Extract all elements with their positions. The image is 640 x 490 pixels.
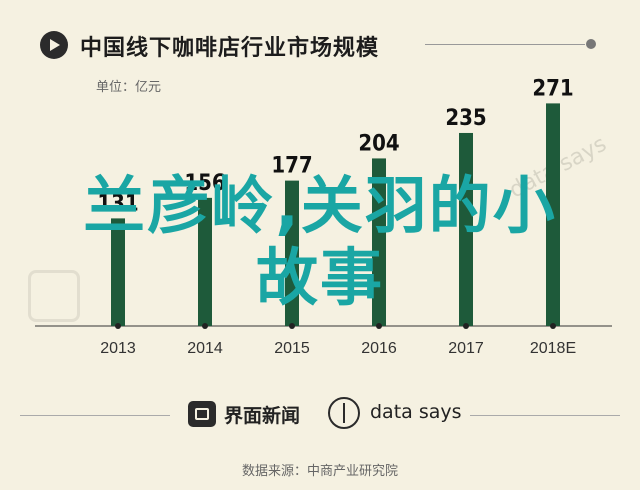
watermark-logo-icon	[28, 270, 80, 322]
bar-2014	[198, 197, 212, 326]
x-tick-label-2018E: 2018E	[530, 340, 576, 357]
source-note: 数据来源：中商产业研究院	[241, 464, 398, 479]
tick-dot-2018E	[550, 323, 556, 329]
x-tick-label-2016: 2016	[361, 340, 397, 357]
jiemian-logo-icon	[188, 401, 216, 427]
datasays-logo-icon	[328, 397, 360, 429]
value-label-2017: 235	[445, 106, 486, 131]
value-label-2016: 204	[358, 131, 399, 156]
value-label-2018E: 271	[532, 76, 573, 101]
value-label-2014: 156	[184, 171, 225, 196]
header-end-dot	[586, 39, 596, 49]
x-tick-label-2015: 2015	[274, 340, 310, 357]
overlay-caption: 兰彦岭,关羽的小 故事	[0, 170, 640, 314]
unit-label: 单位：亿元	[96, 80, 162, 95]
value-label-2015: 177	[271, 154, 312, 179]
bar-chart: 131 2013 156 2014 177 2015 204 2016 235 2017 271 20…	[35, 76, 612, 357]
footer-brand-jiemian: 界面新闻	[224, 405, 301, 427]
chart-header: 中国线下咖啡店行业市场规模	[40, 28, 600, 62]
x-tick-label-2017: 2017	[448, 340, 484, 357]
bar-2013	[111, 218, 125, 326]
tick-dot-2016	[376, 323, 382, 329]
footer-brand-bar: 界面新闻 data says	[20, 395, 620, 435]
footer-divider-right	[470, 415, 620, 416]
bar-2015	[285, 180, 299, 326]
x-tick-label-2013: 2013	[100, 340, 136, 357]
bar-2016	[372, 158, 386, 326]
overlay-line-1: 兰彦岭,关羽的小	[83, 169, 557, 242]
play-icon	[40, 31, 68, 59]
tick-dot-2013	[115, 323, 121, 329]
tick-dot-2017	[463, 323, 469, 329]
tick-dot-2015	[289, 323, 295, 329]
tick-dot-2014	[202, 323, 208, 329]
bar-2018E	[546, 103, 560, 327]
bar-2017	[459, 132, 473, 326]
footer-divider-left	[20, 415, 170, 416]
value-label-2013: 131	[97, 191, 138, 216]
footer-brand-datasays: data says	[370, 401, 462, 423]
overlay-line-2: 故事	[255, 241, 384, 314]
chart-title: 中国线下咖啡店行业市场规模	[80, 36, 380, 61]
x-tick-label-2014: 2014	[187, 340, 223, 357]
header-divider	[425, 44, 585, 45]
